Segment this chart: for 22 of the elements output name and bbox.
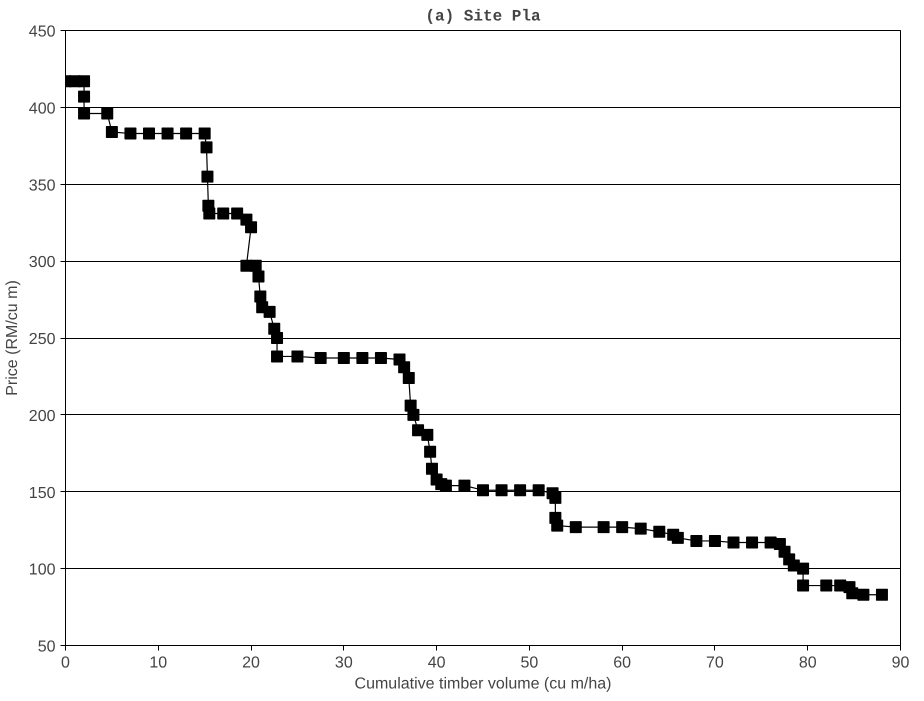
x-tick-label: 10 (149, 654, 168, 672)
x-tick-label: 50 (520, 654, 538, 672)
x-tick-label: 80 (798, 654, 817, 672)
chart-title: (a) Site Pla (425, 8, 542, 26)
x-tick-label: 30 (334, 654, 353, 672)
y-tick-label: 400 (28, 100, 56, 118)
y-tick-label: 100 (28, 562, 56, 579)
x-axis-title: Cumulative timber volume (cu m/ha) (354, 676, 612, 692)
y-tick-label: 50 (38, 638, 56, 656)
y-tick-label: 150 (28, 484, 56, 502)
y-axis-title: Price (RM/cu m) (4, 280, 21, 396)
y-tick-label: 250 (28, 331, 56, 348)
y-tick-label: 200 (28, 408, 56, 425)
x-tick-label: 20 (242, 654, 260, 672)
y-tick-label: 350 (28, 177, 56, 194)
y-tick-label: 450 (28, 24, 56, 40)
x-tick-label: 40 (428, 654, 446, 672)
x-tick-label: 90 (892, 654, 910, 672)
y-tick-label: 300 (28, 254, 56, 272)
x-tick-label: 0 (61, 654, 70, 672)
x-tick-label: 60 (613, 654, 632, 672)
x-tick-label: 70 (706, 654, 724, 672)
